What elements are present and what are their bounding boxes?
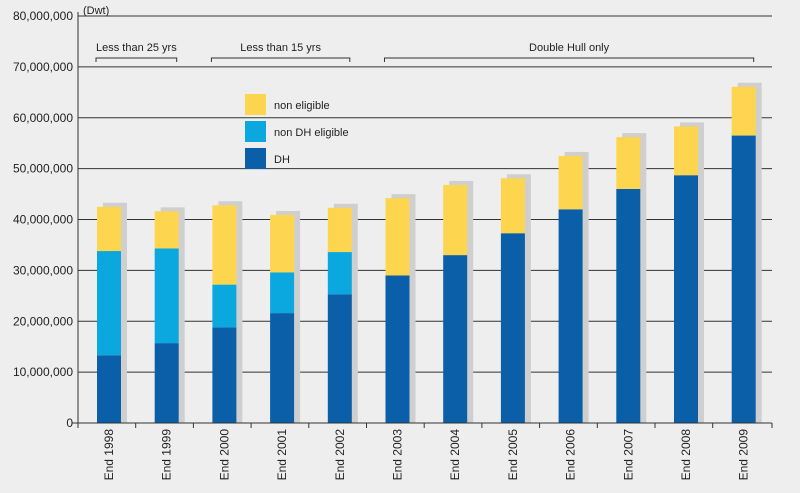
legend-swatch	[245, 94, 266, 115]
bar-segment	[270, 272, 295, 314]
annotation-label: Double Hull only	[529, 42, 610, 54]
y-tick-label: 20,000,000	[13, 314, 73, 328]
bars	[97, 82, 762, 424]
x-tick-label: End 2007	[621, 429, 635, 481]
x-tick-label: End 2008	[679, 429, 693, 481]
annotation-label: Less than 15 yrs	[240, 42, 321, 54]
bar-segment	[97, 251, 121, 356]
bar-segment	[443, 184, 468, 256]
x-tick-label: End 1999	[160, 429, 174, 481]
bar-segment	[154, 343, 179, 423]
axes: 0 10,000,000 20,000,000 30,000,000 40,000,00…	[13, 9, 773, 481]
bar-segment	[385, 198, 410, 276]
bar-segment	[154, 211, 179, 249]
bar-segment	[500, 178, 525, 234]
legend: non eligible non DH eligible DH	[245, 94, 349, 169]
x-tick-label: End 2004	[448, 429, 462, 481]
annotation-bracket	[384, 57, 755, 62]
bar-segment	[385, 275, 410, 423]
x-tick-label: End 2006	[564, 429, 578, 481]
legend-label: non DH eligible	[274, 127, 349, 139]
legend-swatch	[245, 121, 266, 142]
bar-segment	[97, 206, 121, 252]
x-tick-label: End 2000	[217, 429, 231, 481]
bar-segment	[270, 214, 295, 273]
legend-label: non eligible	[274, 100, 330, 112]
y-unit-label: (Dwt)	[83, 5, 109, 17]
y-tick-label: 70,000,000	[13, 60, 73, 74]
y-tick-label: 10,000,000	[13, 365, 73, 379]
x-tick-label: End 2003	[391, 429, 405, 481]
bar-segment	[327, 207, 352, 253]
y-tick-label: 60,000,000	[13, 111, 73, 125]
bar-segment	[97, 355, 121, 423]
bar-segment	[327, 252, 352, 295]
annotation-bracket	[95, 57, 178, 62]
x-tick-label: End 2002	[333, 429, 347, 481]
x-tick-label: End 1998	[102, 429, 116, 481]
x-tick-label: End 2001	[275, 429, 289, 481]
annotation-label: Less than 25 yrs	[96, 42, 177, 54]
gridlines	[78, 15, 772, 373]
y-tick-label: 30,000,000	[13, 263, 73, 277]
y-tick-label: 0	[66, 416, 73, 430]
bar-segment	[731, 135, 756, 423]
legend-label: DH	[274, 154, 290, 166]
x-tick-label: End 2009	[737, 429, 751, 481]
bar-segment	[558, 155, 583, 210]
annotation-bracket	[210, 57, 351, 62]
y-tick-label: 40,000,000	[13, 213, 73, 227]
bar-segment	[558, 209, 583, 423]
y-tick-label: 80,000,000	[13, 9, 73, 23]
bar-segment	[616, 188, 641, 423]
y-tick-label: 50,000,000	[13, 162, 73, 176]
bar-segment	[674, 175, 698, 423]
bar-segment	[327, 294, 352, 423]
bar-segment	[731, 86, 756, 136]
legend-swatch	[245, 148, 266, 169]
bar-segment	[616, 137, 641, 189]
bar-segment	[500, 233, 525, 423]
bar-segment	[270, 313, 295, 423]
x-tick-label: End 2005	[506, 429, 520, 481]
bar-segment	[443, 255, 468, 423]
bar-segment	[212, 327, 237, 423]
period-annotations: Less than 25 yrs Less than 15 yrs Double H…	[95, 42, 755, 62]
bar-segment	[212, 205, 237, 285]
bar-segment	[154, 248, 179, 344]
bar-segment	[674, 126, 698, 176]
bar-segment	[212, 284, 237, 328]
